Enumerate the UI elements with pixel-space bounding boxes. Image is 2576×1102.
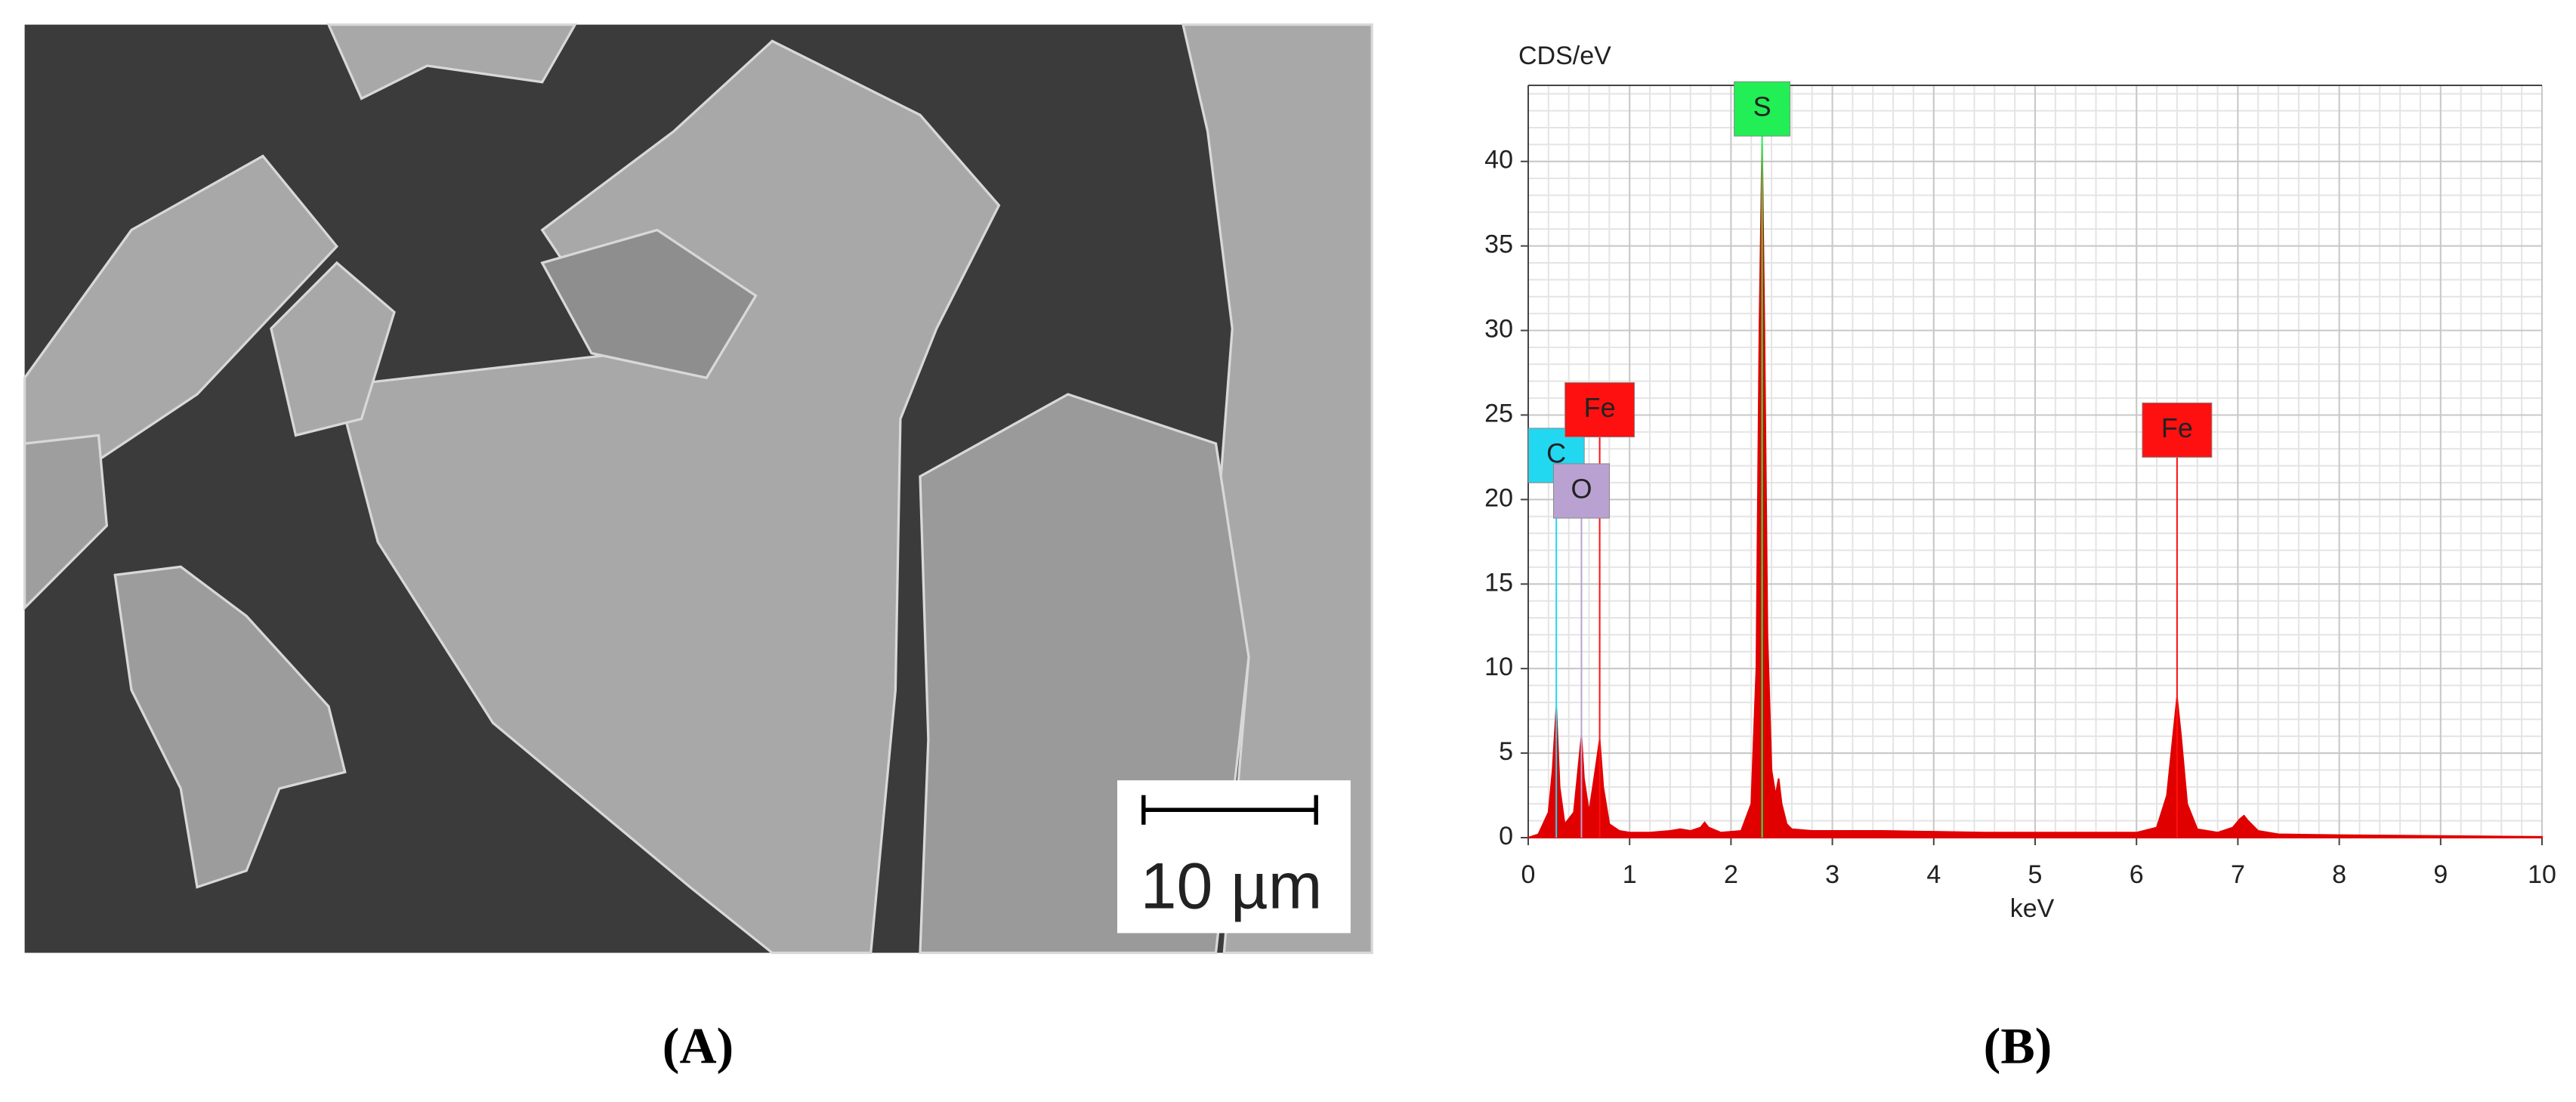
y-tick-label: 10 bbox=[1484, 653, 1513, 681]
y-tick-label: 25 bbox=[1484, 399, 1513, 428]
x-tick-label: 0 bbox=[1521, 860, 1536, 889]
x-tick-label: 6 bbox=[2130, 860, 2144, 889]
y-tick-label: 20 bbox=[1484, 483, 1513, 512]
x-tick-label: 1 bbox=[1623, 860, 1637, 889]
x-axis-label: keV bbox=[2010, 894, 2055, 923]
panel-label: (B) bbox=[1984, 1017, 2052, 1075]
x-tick-label: 7 bbox=[2231, 860, 2245, 889]
y-tick-label: 0 bbox=[1499, 822, 1513, 850]
peak-label-box bbox=[2142, 402, 2213, 458]
x-tick-label: 4 bbox=[1926, 860, 1941, 889]
scale-bar bbox=[1117, 780, 1351, 934]
x-tick-label: 5 bbox=[2028, 860, 2043, 889]
y-tick-label: 30 bbox=[1484, 315, 1513, 344]
x-tick-label: 9 bbox=[2433, 860, 2448, 889]
y-tick-label: 5 bbox=[1499, 737, 1513, 766]
x-tick-label: 3 bbox=[1825, 860, 1839, 889]
y-tick-label: 35 bbox=[1484, 230, 1513, 259]
peak-label: S bbox=[1753, 91, 1771, 122]
peak-label: O bbox=[1571, 473, 1592, 504]
x-tick-label: 2 bbox=[1724, 860, 1738, 889]
x-tick-label: 8 bbox=[2332, 860, 2346, 889]
particles bbox=[23, 23, 1373, 955]
y-axis-label: CDS/eV bbox=[1518, 42, 1611, 70]
peak-label-box bbox=[1734, 81, 1791, 137]
scale-bar-label: 10 µm bbox=[1141, 850, 1323, 923]
peak-label-box bbox=[1564, 382, 1635, 438]
peak-label-box bbox=[1552, 463, 1610, 519]
x-tick-label: 10 bbox=[2528, 860, 2556, 889]
peak-label: Fe bbox=[2161, 412, 2193, 443]
panel-label: (A) bbox=[663, 1017, 734, 1075]
peak-label: Fe bbox=[1584, 392, 1616, 423]
y-tick-label: 15 bbox=[1484, 568, 1513, 597]
spectrum-area bbox=[1527, 144, 2543, 838]
y-tick-label: 40 bbox=[1484, 146, 1513, 174]
sem-image bbox=[23, 23, 1373, 955]
